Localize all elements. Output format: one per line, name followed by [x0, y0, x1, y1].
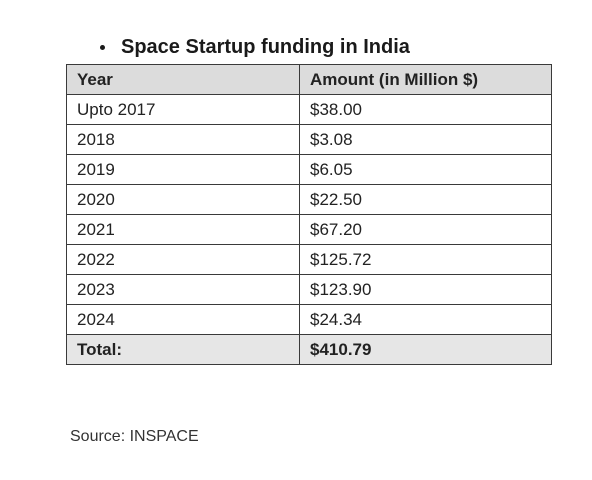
- table-row: 2021 $67.20: [66, 214, 552, 245]
- table-row: 2019 $6.05: [66, 154, 552, 185]
- table-row: Upto 2017 $38.00: [66, 94, 552, 125]
- cell-year: Upto 2017: [66, 94, 300, 125]
- header-amount: Amount (in Million $): [299, 64, 552, 95]
- total-amount: $410.79: [299, 334, 552, 365]
- cell-year: 2022: [66, 244, 300, 275]
- cell-amount: $24.34: [299, 304, 552, 335]
- table-row: 2020 $22.50: [66, 184, 552, 215]
- cell-year: 2024: [66, 304, 300, 335]
- table-row: 2022 $125.72: [66, 244, 552, 275]
- cell-year: 2020: [66, 184, 300, 215]
- cell-amount: $3.08: [299, 124, 552, 155]
- cell-amount: $67.20: [299, 214, 552, 245]
- cell-year: 2023: [66, 274, 300, 305]
- source-note: Source: INSPACE: [70, 428, 199, 445]
- cell-year: 2018: [66, 124, 300, 155]
- cell-amount: $6.05: [299, 154, 552, 185]
- cell-year: 2021: [66, 214, 300, 245]
- table-row: 2024 $24.34: [66, 304, 552, 335]
- bullet-icon: [100, 45, 105, 50]
- section-heading: Space Startup funding in India: [100, 36, 410, 59]
- total-row: Total: $410.79: [66, 334, 552, 365]
- cell-amount: $123.90: [299, 274, 552, 305]
- header-year: Year: [66, 64, 300, 95]
- cell-year: 2019: [66, 154, 300, 185]
- cell-amount: $38.00: [299, 94, 552, 125]
- funding-table: Year Amount (in Million $) Upto 2017 $38…: [66, 64, 552, 365]
- heading-text: Space Startup funding in India: [121, 36, 410, 58]
- table-row: 2023 $123.90: [66, 274, 552, 305]
- total-label: Total:: [66, 334, 300, 365]
- cell-amount: $22.50: [299, 184, 552, 215]
- cell-amount: $125.72: [299, 244, 552, 275]
- table-header-row: Year Amount (in Million $): [66, 64, 552, 95]
- table-row: 2018 $3.08: [66, 124, 552, 155]
